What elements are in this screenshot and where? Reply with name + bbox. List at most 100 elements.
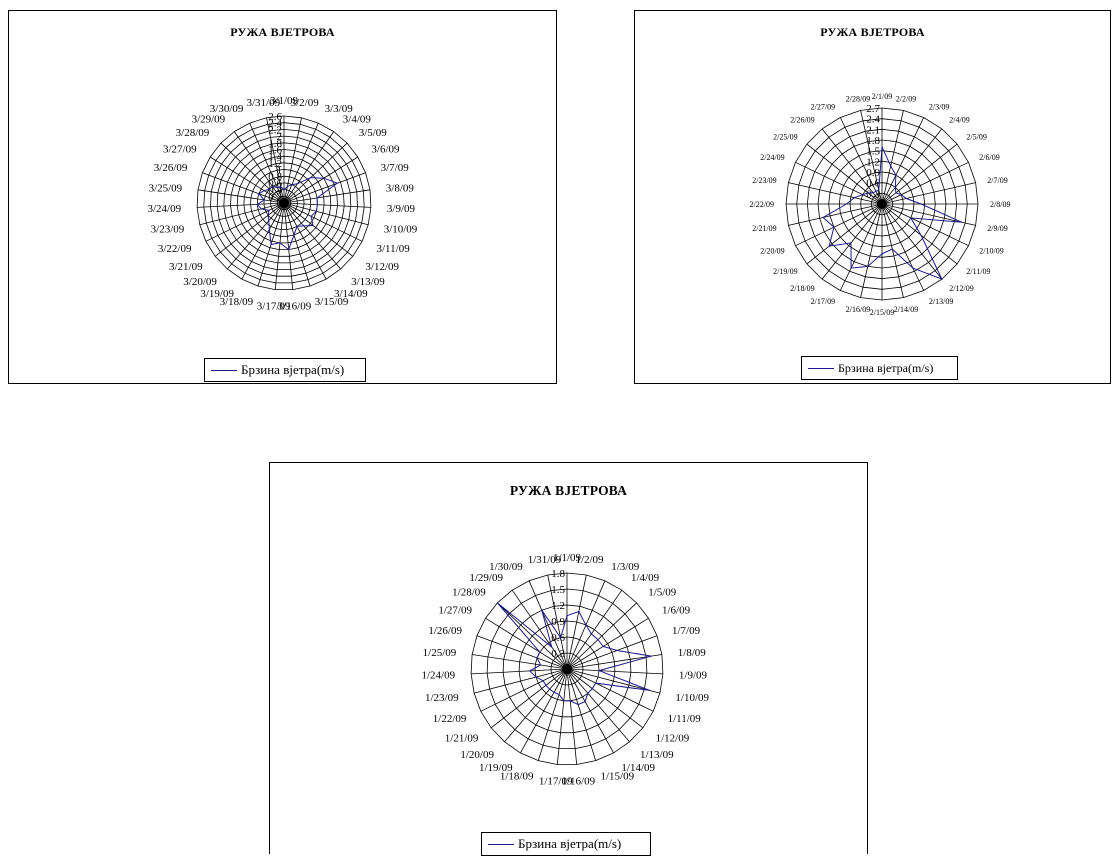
grid-spoke (796, 204, 883, 246)
data-point (539, 652, 540, 653)
category-label: 3/23/09 (151, 224, 185, 236)
radar-chart-march: РУЖА ВЈЕТРОВА 3/1/09 3/2/09 3/3/09 3/4/09 3/… (8, 10, 557, 384)
data-point (850, 242, 851, 243)
center-hub (562, 664, 572, 674)
category-label: 3/7/09 (381, 162, 410, 174)
data-point (270, 244, 271, 245)
center-hub (279, 198, 289, 208)
category-label: 3/10/09 (384, 224, 418, 236)
radar-chart-january: РУЖА ВЈЕТРОВА 1/1/09 1/2/09 1/3/09 1/4/09 1/… (269, 462, 868, 854)
category-label: 2/24/09 (760, 153, 784, 162)
category-label: 3/9/09 (387, 203, 416, 215)
category-label: 1/17/09 (539, 775, 573, 787)
data-point (287, 186, 288, 187)
data-point (868, 192, 869, 193)
category-label: 2/18/09 (790, 284, 814, 293)
data-point (563, 700, 564, 701)
data-point (560, 637, 561, 638)
category-label: 3/4/09 (343, 113, 372, 125)
tick-label: 1.5 (551, 584, 565, 596)
data-point (651, 656, 652, 657)
data-point (283, 189, 284, 190)
category-label: 3/21/09 (169, 261, 203, 273)
data-point (829, 246, 830, 247)
data-point (592, 688, 593, 689)
radar-plot-february: 2/1/09 2/2/092/3/092/4/092/5/092/6/092/7/… (635, 11, 1112, 385)
data-point (910, 217, 911, 218)
data-point (545, 685, 546, 686)
data-point (587, 693, 588, 694)
category-label: 1/20/09 (460, 749, 494, 761)
center-hub (877, 199, 887, 209)
data-point (895, 192, 896, 193)
legend-line-swatch (211, 370, 237, 371)
data-point (310, 177, 311, 178)
data-point (585, 624, 586, 625)
category-label: 2/25/09 (773, 133, 797, 142)
data-point (854, 197, 855, 198)
data-point (540, 664, 541, 665)
data-point (881, 147, 882, 148)
category-label: 3/31/09 (246, 97, 280, 109)
data-point (264, 190, 265, 191)
category-label: 1/31/09 (528, 554, 562, 566)
legend-label: Брзина вјетра(m/s) (838, 361, 933, 376)
data-point (892, 249, 893, 250)
legend-label: Брзина вјетра(m/s) (241, 362, 344, 378)
category-label: 2/4/09 (949, 115, 969, 124)
category-label: 2/9/09 (987, 224, 1007, 233)
data-point (912, 268, 913, 269)
grid-spoke (567, 603, 637, 669)
data-point (297, 183, 298, 184)
legend-label: Брзина вјетра(m/s) (518, 836, 621, 852)
data-point (598, 670, 599, 671)
data-point (873, 192, 874, 193)
data-point (288, 249, 289, 250)
legend-line-swatch (488, 844, 514, 845)
category-label: 1/25/09 (423, 647, 457, 659)
data-point (258, 193, 259, 194)
data-point (585, 701, 586, 702)
data-point (846, 203, 847, 204)
category-label: 1/9/09 (679, 670, 708, 682)
data-point (895, 175, 896, 176)
category-label: 1/6/09 (662, 605, 691, 617)
data-point (313, 225, 314, 226)
category-label: 3/11/09 (377, 243, 411, 255)
data-point (303, 225, 304, 226)
grid-spoke (505, 669, 568, 742)
category-label: 1/30/09 (489, 561, 523, 573)
category-label: 3/25/09 (149, 182, 183, 194)
data-point (895, 187, 896, 188)
category-label: 1/27/09 (438, 605, 472, 617)
data-point (272, 186, 273, 187)
category-label: 1/15/09 (601, 771, 635, 783)
chart-legend: Брзина вјетра(m/s) (481, 832, 651, 856)
data-point (529, 670, 530, 671)
category-label: 3/12/09 (365, 261, 399, 273)
grid-spoke (567, 669, 630, 742)
category-label: 2/15/09 (870, 308, 894, 317)
category-label: 1/13/09 (640, 749, 674, 761)
category-label: 2/3/09 (929, 103, 949, 112)
category-label: 3/19/09 (200, 288, 234, 300)
grid-spoke (882, 162, 969, 204)
category-label: 2/17/09 (811, 297, 835, 306)
data-point (881, 253, 882, 254)
data-point (535, 676, 536, 677)
data-point (279, 242, 280, 243)
data-point (554, 692, 555, 693)
category-label: 3/13/09 (351, 276, 385, 288)
category-label: 2/6/09 (979, 153, 999, 162)
data-point (906, 198, 907, 199)
grid-spoke (882, 204, 969, 246)
category-label: 2/27/09 (811, 103, 835, 112)
grid-spoke (227, 203, 284, 269)
grid-spoke (284, 203, 341, 269)
data-point (277, 187, 278, 188)
category-label: 2/10/09 (979, 247, 1003, 256)
category-label: 3/28/09 (176, 127, 210, 139)
data-point (543, 680, 544, 681)
data-point (317, 204, 318, 205)
data-point (558, 694, 559, 695)
